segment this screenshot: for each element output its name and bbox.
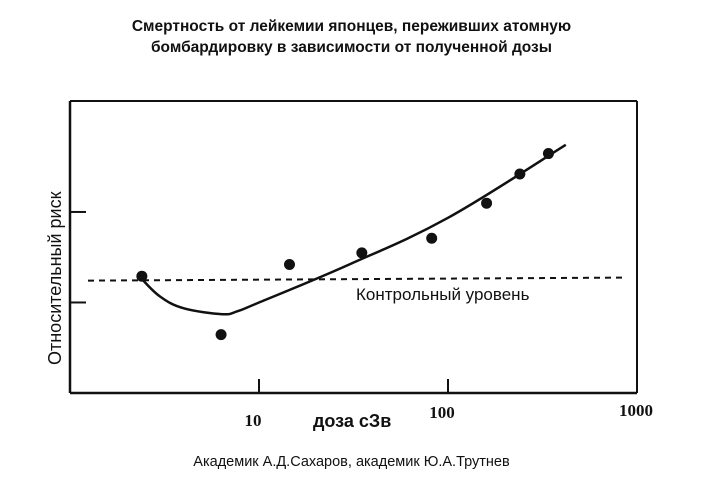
- data-point-6: [481, 197, 493, 209]
- y-axis-label: Относительный риск: [45, 191, 65, 365]
- fit-curve: [141, 143, 567, 316]
- data-point-2: [215, 329, 227, 341]
- x-tick-label-100: 100: [429, 403, 455, 422]
- data-point-4: [356, 247, 368, 259]
- x-tick-label-10: 10: [245, 411, 262, 430]
- chart-title-line-1: Смертность от лейкемии японцев, переживш…: [131, 18, 572, 35]
- plot-frame: [68, 100, 638, 395]
- data-point-3: [283, 259, 295, 271]
- data-point-5: [426, 232, 438, 244]
- author-credit: Академик А.Д.Сахаров, академик Ю.А.Трутн…: [193, 454, 510, 470]
- data-point-7: [514, 168, 526, 180]
- control-level-line: [87, 276, 624, 282]
- data-point-8: [542, 148, 554, 160]
- x-tick-labels: 10 100 1000: [245, 401, 654, 430]
- data-points: [136, 148, 554, 341]
- x-tick-label-1000: 1000: [619, 401, 653, 420]
- x-axis-label: доза сЗв: [313, 411, 391, 431]
- chart-title: Смертность от лейкемии японцев, переживш…: [0, 16, 703, 58]
- chart-title-line-2: бомбардировку в зависимости от полученно…: [150, 39, 552, 56]
- control-level-label: Контрольный уровень: [356, 285, 530, 304]
- data-point-1: [136, 270, 148, 282]
- axis-ticks: [70, 210, 638, 393]
